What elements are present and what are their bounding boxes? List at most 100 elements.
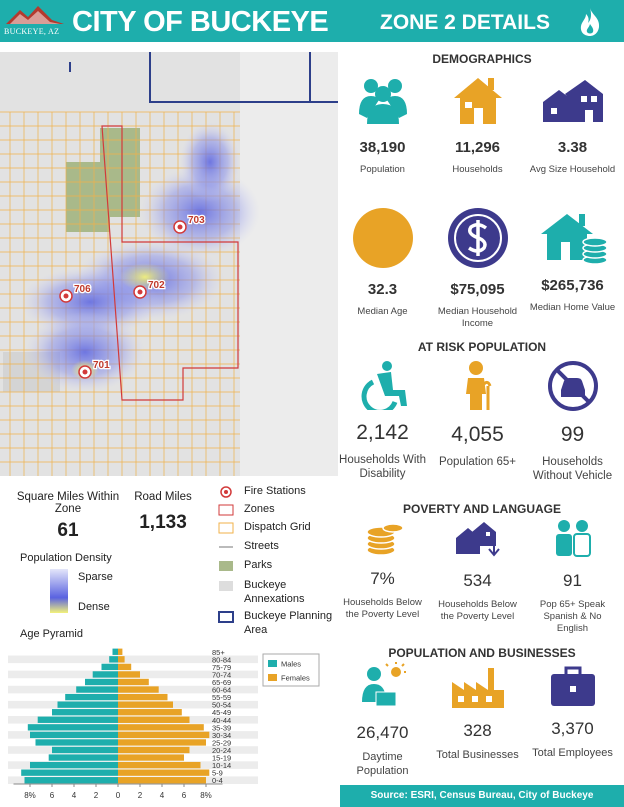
stat-label: Population 65+ xyxy=(438,456,517,468)
map: 703 702 706 701 xyxy=(0,52,338,476)
station-label: 706 xyxy=(74,284,91,295)
legend-label: Dispatch Grid xyxy=(244,521,311,533)
legend-label: Males xyxy=(281,660,301,669)
pyramid-bar xyxy=(27,724,118,731)
pyramid-bar xyxy=(118,709,182,716)
stat-icon xyxy=(548,662,598,713)
density-high: Dense xyxy=(78,601,110,613)
stat-label: Median Age xyxy=(357,306,408,317)
stat-item: $75,095 Median Household Income xyxy=(430,206,525,330)
zone-stat-label: Road Miles xyxy=(134,491,192,503)
pyramid-bar xyxy=(65,693,118,701)
stat-item: 3,370 Total Employees xyxy=(525,662,620,779)
title: CITY OF BUCKEYE xyxy=(72,6,329,38)
stat-label: Households Below the Poverty Level xyxy=(343,597,422,620)
age-label: 60-64 xyxy=(212,686,231,695)
section-title: DEMOGRAPHICS xyxy=(432,52,532,66)
age-label: 50-54 xyxy=(212,701,231,710)
x-tick-label: 8% xyxy=(200,791,212,800)
section-title: POPULATION AND BUSINESSES xyxy=(388,646,576,660)
row-band xyxy=(8,655,258,664)
zone-stat-value: 1,133 xyxy=(139,512,187,533)
x-tick-label: 0 xyxy=(116,791,121,800)
pyramid-bar xyxy=(52,709,118,716)
icon xyxy=(451,668,504,708)
icon xyxy=(365,523,404,556)
pyramid-bar xyxy=(118,769,210,776)
icon xyxy=(453,78,502,124)
flame-icon xyxy=(580,8,600,36)
x-tick-label: 8% xyxy=(24,791,36,800)
stat-label: Total Businesses xyxy=(436,749,519,761)
icon xyxy=(540,214,608,265)
logo-text: BUCKEYE, AZ xyxy=(4,27,60,36)
stat-item: 3.38 Avg Size Household xyxy=(525,72,620,176)
header: BUCKEYE, AZ CITY OF BUCKEYE ZONE 2 DETAI… xyxy=(0,0,624,42)
age-label: 85+ xyxy=(212,648,225,657)
legend-symbol xyxy=(219,546,233,548)
stat-icon xyxy=(541,72,605,133)
x-tick-label: 6 xyxy=(50,791,55,800)
legend-box xyxy=(262,653,320,687)
stat-icon xyxy=(454,518,502,563)
legend-symbol xyxy=(218,522,234,534)
stat-label: Avg Size Household xyxy=(529,164,616,175)
icon xyxy=(447,208,508,268)
pyramid-bar xyxy=(118,671,140,678)
age-label: 10-14 xyxy=(212,761,231,770)
pyramid-bar xyxy=(35,739,118,746)
stat-item: 534 Households Below the Poverty Level xyxy=(430,518,525,635)
pyramid-bar xyxy=(21,769,119,776)
legend-label: Streets xyxy=(244,540,279,552)
pyramid-bar xyxy=(118,678,149,686)
stat-row: 38,190 Population 11,296 Households 3.38 Avg … xyxy=(335,72,621,176)
stat-label: Daytime Population xyxy=(356,751,409,777)
stat-value: 99 xyxy=(560,423,585,446)
stat-item: 7% Households Below the Poverty Level xyxy=(335,518,430,635)
age-label: 55-59 xyxy=(212,693,231,702)
pyramid-bar xyxy=(52,746,118,754)
icon xyxy=(547,361,598,411)
stat-value: $265,736 xyxy=(541,277,604,294)
stat-value: 91 xyxy=(563,571,582,590)
stat-icon xyxy=(351,206,415,275)
icon xyxy=(361,662,406,707)
stat-icon xyxy=(450,662,506,715)
pyramid-bar xyxy=(109,656,118,663)
pyramid-bar xyxy=(118,686,159,693)
icon xyxy=(550,666,595,706)
stat-icon xyxy=(450,72,506,133)
stat-value: 3,370 xyxy=(551,719,594,738)
pyramid-bar xyxy=(118,731,210,739)
stat-label: Households Without Vehicle xyxy=(532,456,613,483)
legend-label: Females xyxy=(281,674,310,683)
station-label: 702 xyxy=(148,280,165,291)
stat-value: 11,296 xyxy=(454,139,501,156)
pyramid-bar xyxy=(76,686,118,693)
pyramid-bar xyxy=(118,761,201,769)
stat-value: 38,190 xyxy=(359,139,406,156)
stat-label: Households With Disability xyxy=(339,454,426,481)
stat-value: 2,142 xyxy=(356,421,409,444)
legend-swatch xyxy=(268,660,277,667)
stat-row: 7% Households Below the Poverty Level 534 H… xyxy=(335,518,621,635)
stat-label: Pop 65+ Speak Spanish & No English xyxy=(539,599,606,634)
pyramid-bar xyxy=(101,663,118,671)
fire-station-dot xyxy=(177,224,183,230)
subtitle: ZONE 2 DETAILS xyxy=(380,11,550,34)
icon xyxy=(361,361,407,415)
pyramid-bar xyxy=(118,724,204,731)
stat-icon xyxy=(458,360,498,417)
pyramid-bar xyxy=(118,656,125,663)
density-title: Population Density xyxy=(20,552,112,564)
stat-item: 328 Total Businesses xyxy=(430,662,525,779)
density-low: Sparse xyxy=(78,571,113,583)
section-title: AT RISK POPULATION xyxy=(417,340,547,354)
stat-value: 3.38 xyxy=(557,139,588,156)
pyramid-bar xyxy=(118,693,168,701)
pyramid-bar xyxy=(30,761,118,769)
pyramid-bar xyxy=(30,731,118,739)
age-label: 30-34 xyxy=(212,731,231,740)
icon xyxy=(455,522,500,557)
